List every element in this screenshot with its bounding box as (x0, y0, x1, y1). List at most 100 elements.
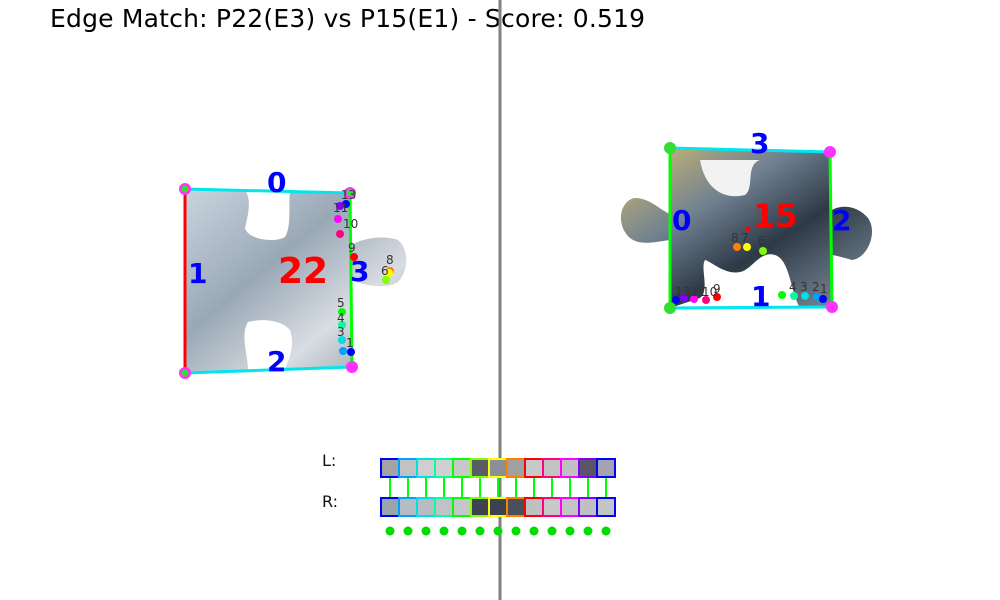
right-pt-label: 2 (812, 280, 820, 294)
match-dot (385, 526, 395, 536)
right-piece-id: 15 (753, 197, 798, 235)
left-point-labels: 13 11 10 9 8 6 5 4 3 1 (333, 188, 394, 350)
color-strip (380, 458, 616, 536)
strip-cell-right (380, 497, 400, 517)
right-pt (778, 291, 786, 299)
left-pt (347, 348, 355, 356)
left-piece: 22 0 1 2 3 13 11 10 9 8 6 5 (179, 166, 407, 379)
right-edge-label-0: 0 (672, 204, 691, 237)
right-corner-bl (664, 302, 676, 314)
left-pt (350, 253, 358, 261)
right-pt (713, 293, 721, 301)
right-pt (690, 295, 698, 303)
left-pt-label: 5 (337, 296, 345, 310)
strip-cell-left (596, 458, 616, 478)
right-pt (733, 243, 741, 251)
left-sample-points (334, 200, 394, 356)
left-pt-label: 4 (337, 311, 345, 325)
left-pt (334, 215, 342, 223)
right-piece: 15 3 0 2 1 13 11 10 9 8 7 (620, 127, 873, 314)
left-pt-label: 1 (346, 336, 354, 350)
right-corner-tr (824, 146, 836, 158)
left-pt (338, 336, 346, 344)
right-pt-label: 3 (800, 280, 808, 294)
left-edge-0 (184, 187, 351, 195)
left-edge-label-2: 2 (267, 345, 286, 378)
right-corner-tl (664, 142, 676, 154)
match-dot (529, 526, 539, 536)
right-pt (702, 296, 710, 304)
right-pt-label: 6 (758, 234, 766, 248)
right-edge-3 (669, 146, 831, 154)
strip-cell-right (596, 497, 616, 517)
left-corner-bl-inner (181, 369, 189, 377)
left-pt-label: 8 (386, 253, 394, 267)
left-edge-2 (184, 365, 353, 375)
strip-cell-right (452, 497, 472, 517)
right-corner-br (826, 301, 838, 313)
left-pt (385, 269, 393, 277)
left-edge-label-0: 0 (267, 166, 286, 199)
left-edge-3 (348, 192, 354, 368)
right-piece-notch (700, 160, 760, 197)
right-edge-label-2: 2 (832, 204, 851, 237)
left-pt-label: 3 (337, 325, 345, 339)
left-piece-id: 22 (278, 251, 328, 292)
right-pt-label: 11 (691, 285, 706, 299)
match-dot (547, 526, 557, 536)
right-sample-points (672, 243, 827, 304)
strip-cell-right (434, 497, 454, 517)
strip-cell-left (416, 458, 436, 478)
left-pt-label: 6 (381, 264, 389, 278)
right-strip-label: R: (322, 492, 339, 511)
strip-cell-left (542, 458, 562, 478)
right-pt-label: 4 (789, 280, 797, 294)
match-dot (601, 526, 611, 536)
strip-cell-right (488, 497, 508, 517)
left-corner-tr-inner (346, 189, 354, 197)
strip-cell-right (416, 497, 436, 517)
left-corner-tl-inner (181, 185, 189, 193)
left-pt (339, 347, 347, 355)
right-pt-label: 7 (741, 231, 749, 245)
right-edge-1 (669, 305, 833, 310)
match-dot (565, 526, 575, 536)
right-pt (819, 295, 827, 303)
strip-cell-left (506, 458, 526, 478)
strip-cell-right (506, 497, 526, 517)
right-point-labels: 13 11 10 9 8 7 6 4 3 2 1 (675, 231, 828, 299)
left-pt (338, 321, 346, 329)
right-pt (680, 294, 688, 302)
strip-cell-right (542, 497, 562, 517)
left-corner-br (346, 361, 358, 373)
strip-cell-left (398, 458, 418, 478)
right-pt (743, 243, 751, 251)
right-pt (801, 292, 809, 300)
page-title: Edge Match: P22(E3) vs P15(E1) - Score: … (50, 4, 646, 33)
match-dot (421, 526, 431, 536)
left-pt (382, 276, 390, 284)
right-pt-label: 13 (675, 285, 690, 299)
strip-cell-left (524, 458, 544, 478)
strip-cell-right (398, 497, 418, 517)
right-pt-label: 10 (702, 285, 717, 299)
strip-cell-right (524, 497, 544, 517)
right-pt-label: 8 (731, 231, 739, 245)
right-piece-centroid (745, 226, 751, 232)
match-dot (475, 526, 485, 536)
right-edge-label-1: 1 (751, 280, 770, 313)
match-dot (493, 526, 503, 536)
left-edge-label-3: 3 (350, 255, 369, 288)
strip-cell-left (470, 458, 490, 478)
left-pt (336, 230, 344, 238)
right-edge-2 (828, 151, 834, 308)
match-dot (583, 526, 593, 536)
left-pt (336, 202, 344, 210)
left-pt-label: 10 (343, 217, 358, 231)
match-dot (511, 526, 521, 536)
right-pt-label: 9 (713, 282, 721, 296)
right-pt-label: 1 (820, 282, 828, 296)
right-edge-label-3: 3 (750, 127, 769, 160)
strip-cell-left (434, 458, 454, 478)
match-dot (457, 526, 467, 536)
